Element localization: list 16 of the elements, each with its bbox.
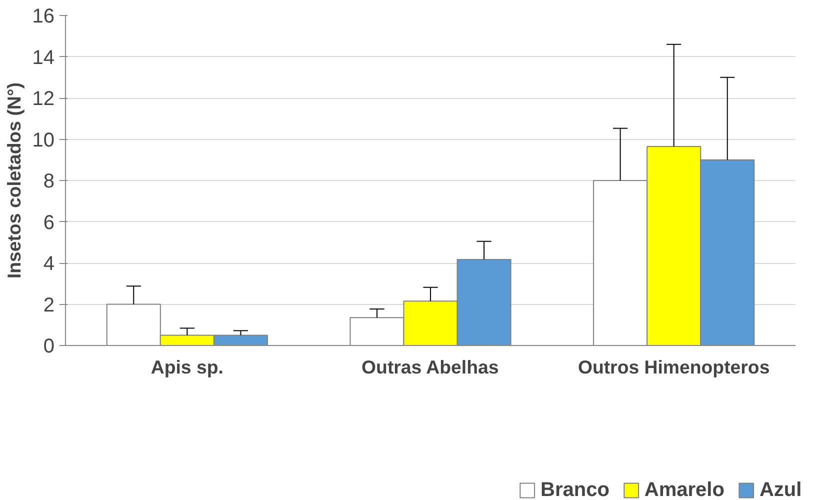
legend-label: Branco: [540, 478, 610, 500]
y-tick-label: 0: [43, 336, 54, 358]
y-tick-label: 6: [43, 212, 54, 234]
y-tick-label: 4: [43, 253, 54, 275]
y-tick-label: 12: [32, 88, 55, 110]
legend-label: Azul: [759, 478, 802, 500]
legend-label: Amarelo: [644, 478, 724, 500]
y-tick-label: 14: [32, 46, 55, 69]
y-tick-label: 2: [43, 294, 54, 316]
y-axis-title: Insetos coletados (N°): [3, 82, 24, 279]
y-tick-label: 10: [32, 129, 55, 152]
x-tick-label: Apis sp.: [150, 356, 224, 378]
y-tick-label: 16: [32, 6, 55, 28]
y-tick-label: 8: [43, 170, 54, 192]
x-tick-label: Outros Himenopteros: [578, 356, 770, 378]
x-tick-label: Outras Abelhas: [362, 356, 499, 378]
